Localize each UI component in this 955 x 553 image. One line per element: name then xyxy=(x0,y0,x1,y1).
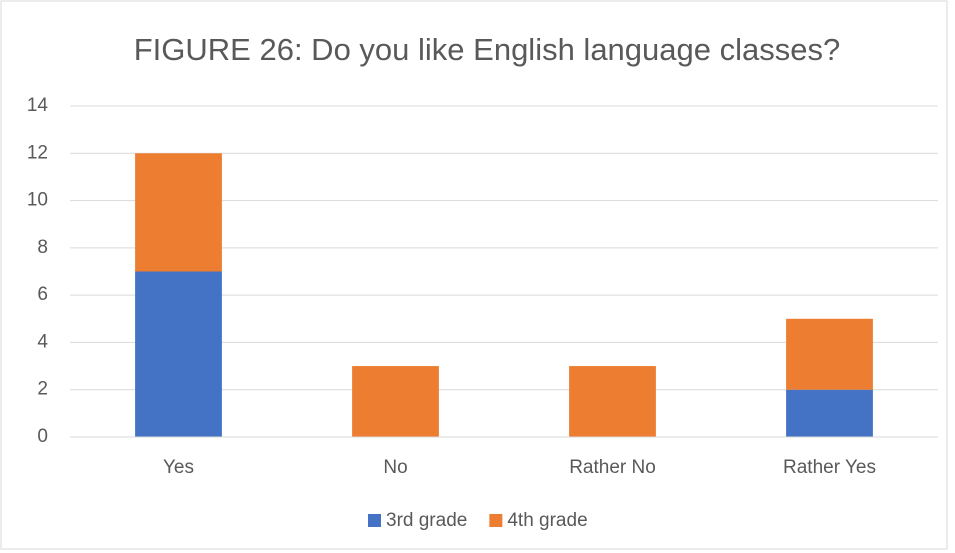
y-tick-label: 2 xyxy=(37,379,48,400)
y-tick-label: 10 xyxy=(27,190,48,211)
bar-segment xyxy=(352,366,439,437)
legend-label: 3rd grade xyxy=(386,510,467,531)
x-tick-label: Rather Yes xyxy=(783,457,876,478)
y-tick-label: 14 xyxy=(27,95,49,116)
legend-swatch xyxy=(368,514,381,527)
bar-segment xyxy=(786,318,873,390)
chart-title: FIGURE 26: Do you like English language … xyxy=(134,32,840,67)
x-tick-label: Yes xyxy=(163,457,194,478)
y-tick-label: 12 xyxy=(27,142,48,163)
bar-segment xyxy=(569,366,656,437)
y-tick-label: 0 xyxy=(37,426,48,447)
bar-segment xyxy=(135,153,222,272)
y-tick-label: 6 xyxy=(37,284,48,305)
bar-segment xyxy=(786,389,873,437)
x-tick-label: Rather No xyxy=(569,457,656,478)
bar-segment xyxy=(135,271,222,437)
legend-swatch xyxy=(489,514,503,527)
y-tick-label: 8 xyxy=(37,237,48,258)
legend-label: 4th grade xyxy=(507,510,587,531)
x-tick-label: No xyxy=(383,457,407,478)
y-tick-label: 4 xyxy=(37,331,48,352)
